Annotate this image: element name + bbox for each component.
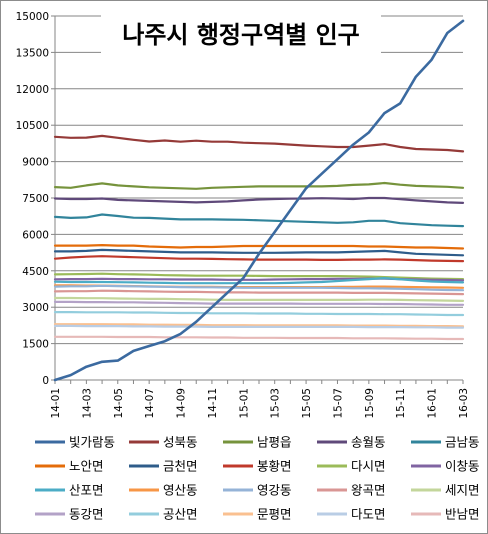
x-tick-label: 14-03 (81, 388, 93, 419)
x-tick-label: 15-03 (270, 388, 282, 419)
y-tick-label: 3000 (22, 302, 49, 314)
y-tick-label: 4500 (22, 266, 49, 278)
x-tick-label: 15-05 (301, 388, 313, 419)
series-line-15 (53, 300, 465, 306)
series-line-2 (53, 181, 465, 190)
legend-label: 남평읍 (257, 435, 292, 450)
legend-label: 동강면 (69, 507, 104, 522)
series-lines (53, 19, 465, 382)
legend-label: 왕곡면 (351, 483, 386, 498)
legend-label: 산포면 (69, 483, 104, 498)
x-tick-label: 14-11 (207, 388, 219, 419)
series-line-13 (53, 289, 465, 296)
y-tick-label: 1500 (22, 339, 49, 351)
x-tick-label: 15-11 (395, 388, 407, 419)
title-background (101, 13, 381, 53)
x-tick-label: 15-01 (238, 388, 250, 419)
legend-label: 빛가람동 (69, 435, 115, 450)
legend-label: 금천면 (163, 459, 198, 474)
y-axis-ticks: 0 1500 3000 4500 6000 7500 9000 10500 12000 13500… (16, 11, 55, 387)
legend-label: 문평면 (257, 507, 292, 522)
series-line-1 (53, 134, 465, 153)
legend-label: 노안면 (69, 459, 104, 474)
x-tick-label: 14-05 (113, 388, 125, 419)
x-axis-ticks: 14-01 14-03 14-05 14-07 14-09 14-11 15-01 15-03… (50, 380, 470, 419)
legend-label: 다도면 (351, 507, 386, 522)
series-line-18 (53, 324, 465, 329)
series-line-19 (53, 335, 465, 341)
series-line-5 (53, 244, 465, 250)
legend-label: 영산동 (163, 483, 198, 498)
legend-label: 송월동 (351, 435, 386, 450)
x-tick-label: 15-09 (364, 388, 376, 419)
legend-label: 세지면 (445, 483, 480, 498)
y-tick-label: 12000 (16, 84, 49, 96)
y-tick-label: 7500 (22, 193, 49, 205)
legend-label: 영강동 (257, 483, 292, 498)
x-tick-label: 14-09 (176, 388, 188, 419)
y-tick-label: 13500 (16, 47, 49, 59)
series-line-7 (53, 255, 465, 263)
series-line-8 (53, 272, 465, 281)
series-line-0 (53, 19, 465, 382)
legend-label: 다시면 (351, 459, 386, 474)
x-tick-label: 16-03 (458, 388, 470, 419)
y-tick-label: 10500 (16, 120, 49, 132)
series-line-16 (53, 311, 465, 317)
legend-label: 봉황면 (257, 459, 292, 474)
y-tick-label: 0 (42, 375, 49, 387)
legend-label: 금남동 (445, 435, 480, 450)
legend-label: 공산면 (163, 507, 198, 522)
legend-label: 반남면 (445, 507, 480, 522)
y-tick-label: 15000 (16, 11, 49, 23)
legend-label: 성북동 (163, 435, 198, 450)
series-line-4 (53, 213, 465, 228)
y-tick-label: 9000 (22, 157, 49, 169)
series-line-17 (53, 323, 465, 328)
series-line-12 (53, 284, 465, 292)
x-tick-label: 14-07 (144, 388, 156, 419)
y-tick-label: 6000 (22, 229, 49, 241)
x-tick-label: 15-07 (332, 388, 344, 419)
x-tick-label: 16-01 (427, 388, 439, 419)
x-tick-label: 14-01 (50, 388, 62, 419)
legend-label: 이창동 (445, 459, 480, 474)
series-line-14 (53, 296, 465, 302)
series-line-10 (53, 277, 465, 285)
series-line-3 (53, 196, 465, 204)
chart-title: 나주시 행정구역별 인구 (122, 21, 360, 49)
